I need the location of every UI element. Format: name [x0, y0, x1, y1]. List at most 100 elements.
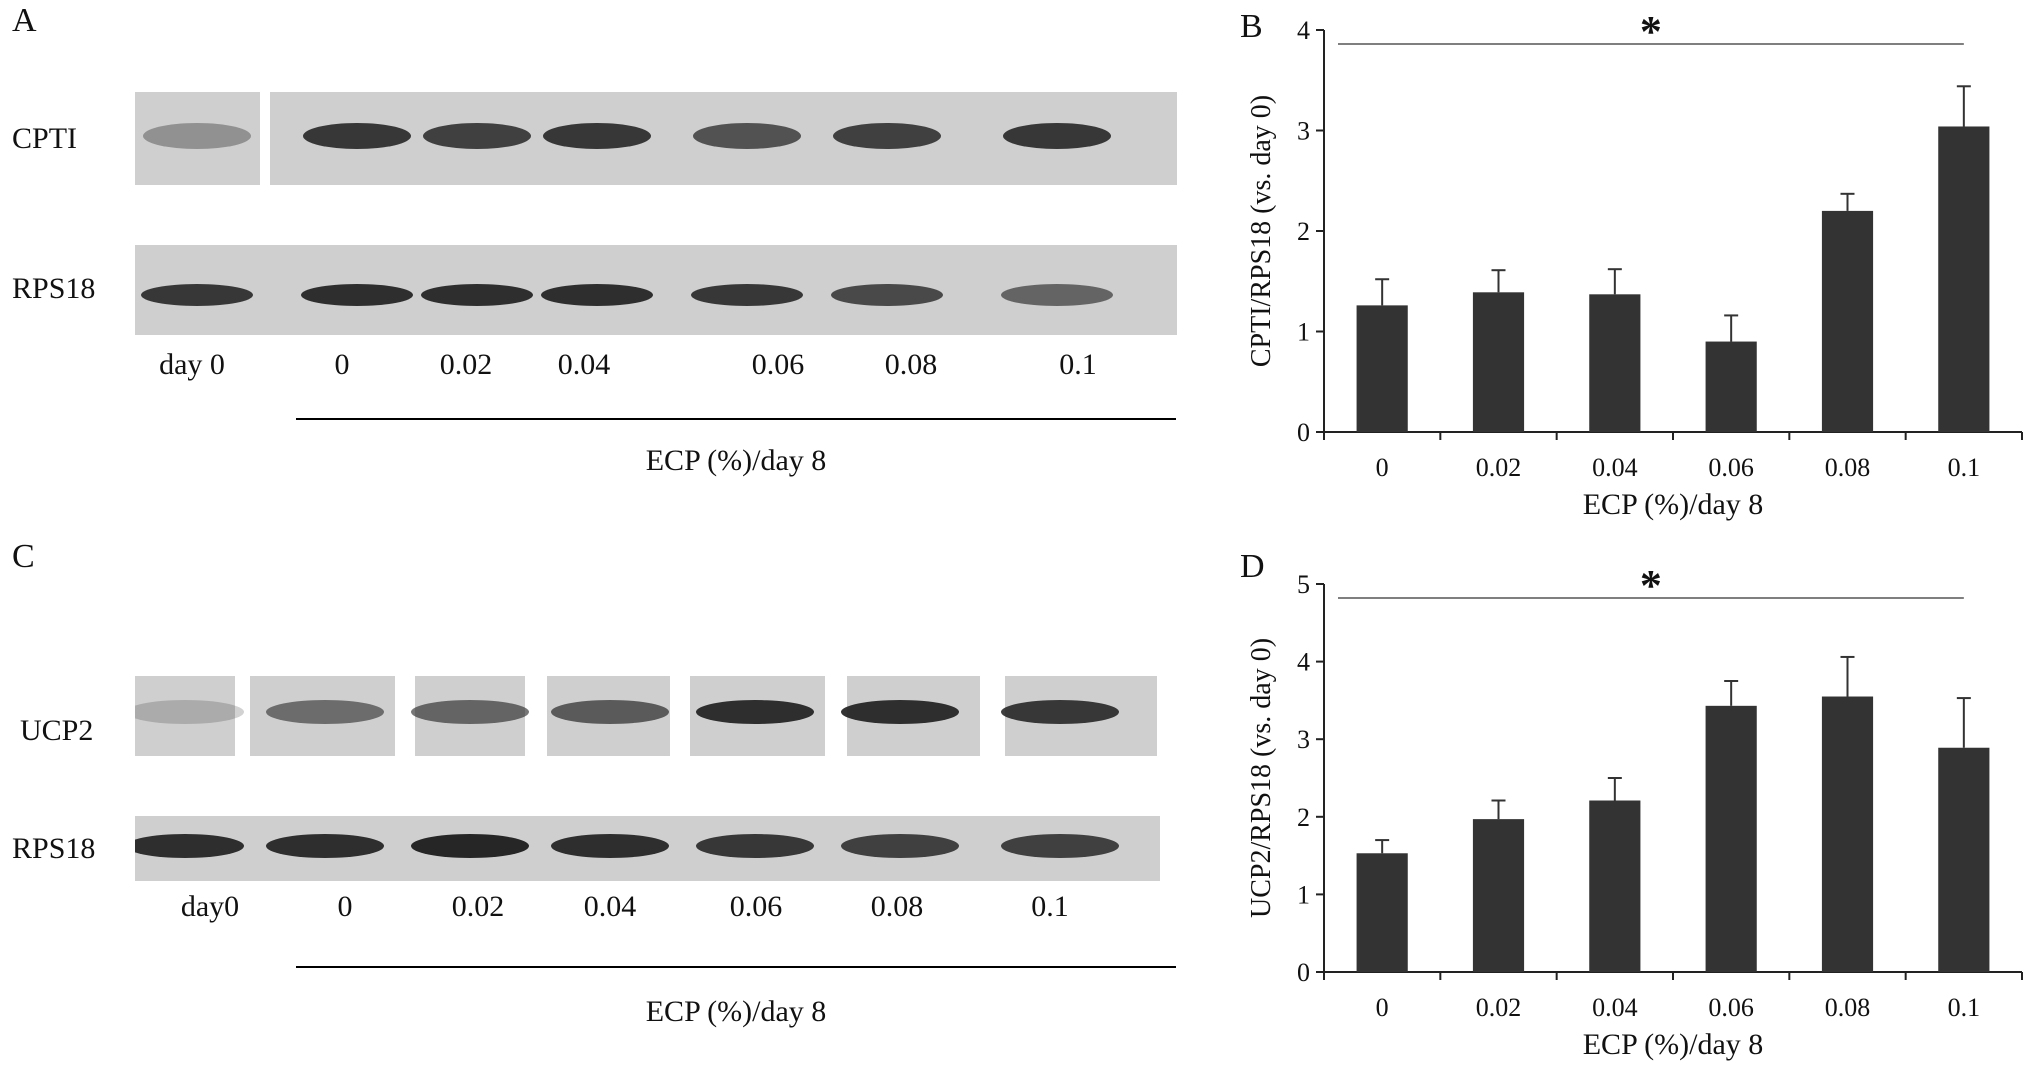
y-axis-label: UCP2/RPS18 (vs. day 0) — [1246, 638, 1277, 918]
x-tick-label: 0.02 — [1476, 453, 1522, 482]
blot-membrane-segment — [135, 676, 235, 756]
blot-band — [1001, 284, 1113, 306]
x-tick-label: 0 — [1376, 453, 1389, 482]
x-tick-label: 0.04 — [1592, 993, 1638, 1022]
lane-label: 0.04 — [583, 890, 637, 923]
blot-band — [143, 123, 251, 149]
lane-label: 0 — [337, 890, 353, 923]
blot-band — [141, 284, 253, 306]
bar — [1356, 305, 1408, 432]
lane-label: 0.06 — [729, 890, 783, 923]
lane-label: 0.04 — [557, 348, 611, 381]
blot-band — [303, 123, 411, 149]
blot-band — [266, 834, 384, 858]
y-tick-label: 3 — [1297, 725, 1310, 754]
lane-label: 0 — [334, 348, 350, 381]
x-tick-label: 0.08 — [1825, 993, 1871, 1022]
blot-band — [841, 834, 959, 858]
bar — [1938, 747, 1990, 972]
blot-band — [423, 123, 531, 149]
x-axis-label: ECP (%)/day 8 — [1583, 1028, 1764, 1061]
lane-label: 0.02 — [451, 890, 505, 923]
blot-label-ucp2: UCP2 — [20, 714, 94, 747]
significance-star: * — [1640, 561, 1662, 610]
blot-label-rps18-a: RPS18 — [12, 272, 96, 305]
bar — [1472, 292, 1525, 432]
blot-band — [411, 834, 529, 858]
bar — [1705, 705, 1757, 972]
blot-band — [833, 123, 941, 149]
group-caption-c: ECP (%)/day 8 — [645, 995, 827, 1028]
group-bracket-line — [296, 418, 1176, 420]
blot-band — [1001, 834, 1119, 858]
y-tick-label: 5 — [1297, 570, 1310, 599]
x-tick-label: 0.06 — [1708, 453, 1754, 482]
y-tick-label: 0 — [1297, 418, 1310, 447]
blot-band — [1003, 123, 1111, 149]
y-tick-label: 3 — [1297, 117, 1310, 146]
y-tick-label: 4 — [1297, 16, 1310, 45]
bar — [1472, 819, 1525, 972]
blot-band — [135, 834, 244, 858]
bar — [1938, 126, 1990, 432]
blot-rps18-a — [135, 245, 1177, 335]
panel-letter-d: D — [1240, 548, 1265, 585]
y-tick-label: 2 — [1297, 217, 1310, 246]
lane-label: 0.02 — [439, 348, 493, 381]
panel-letter-b: B — [1240, 8, 1263, 45]
x-tick-label: 0.04 — [1592, 453, 1638, 482]
blot-band — [551, 700, 669, 724]
x-tick-label: 0.08 — [1825, 453, 1871, 482]
y-tick-label: 1 — [1297, 880, 1310, 909]
y-tick-label: 2 — [1297, 803, 1310, 832]
x-tick-label: 0.06 — [1708, 993, 1754, 1022]
bar — [1821, 696, 1874, 972]
lane-label: 0.06 — [751, 348, 805, 381]
bar — [1356, 853, 1408, 972]
x-axis-label: ECP (%)/day 8 — [1583, 488, 1764, 521]
blot-ucp2 — [135, 676, 1157, 756]
panel-letter-a: A — [12, 2, 37, 39]
blot-band — [831, 284, 943, 306]
blot-band — [691, 284, 803, 306]
x-tick-label: 0.1 — [1948, 453, 1981, 482]
lane-label: 0.08 — [870, 890, 924, 923]
chart-ucp2-rps18: 0 1 2 3 4 5 0 0.02 0.04 0.06 0.08 0.1 * ECP (%)/day 8… — [1246, 561, 2023, 1061]
blot-band — [551, 834, 669, 858]
lane-label: 0.1 — [1031, 890, 1069, 923]
x-tick-label: 0.1 — [1948, 993, 1981, 1022]
blot-band — [693, 123, 801, 149]
lane-label: day0 — [180, 890, 240, 923]
bar — [1589, 294, 1641, 432]
significance-star: * — [1640, 7, 1662, 56]
y-axis-label: CPTI/RPS18 (vs. day 0) — [1246, 95, 1277, 367]
y-tick-label: 4 — [1297, 648, 1310, 677]
blot-band — [135, 700, 244, 724]
y-tick-label: 1 — [1297, 318, 1310, 347]
lane-label: day 0 — [159, 348, 225, 381]
x-tick-label: 0.02 — [1476, 993, 1522, 1022]
blot-label-rps18-c: RPS18 — [12, 832, 96, 865]
blot-band — [696, 834, 814, 858]
group-caption-a: ECP (%)/day 8 — [645, 444, 827, 477]
blot-band — [421, 284, 533, 306]
lane-label: 0.08 — [884, 348, 938, 381]
blot-band — [696, 700, 814, 724]
blot-band — [266, 700, 384, 724]
blot-label-cpti: CPTI — [12, 122, 78, 155]
bar — [1705, 341, 1757, 432]
blot-cpti — [135, 92, 1177, 185]
bar — [1589, 800, 1641, 972]
chart-cpti-rps18: 0 1 2 3 4 0 0.02 0.04 0.06 0.08 0.1 * ECP (%)/day 8 C… — [1246, 7, 2023, 521]
blot-rps18-c — [135, 816, 1160, 881]
blot-band — [543, 123, 651, 149]
bar — [1821, 210, 1874, 432]
blot-band — [541, 284, 653, 306]
lane-label: 0.1 — [1059, 348, 1097, 381]
group-bracket-line — [296, 966, 1176, 968]
blot-band — [301, 284, 413, 306]
blot-band — [411, 700, 529, 724]
y-tick-label: 0 — [1297, 958, 1310, 987]
blot-membrane-segment — [135, 92, 260, 185]
blot-band — [1001, 700, 1119, 724]
